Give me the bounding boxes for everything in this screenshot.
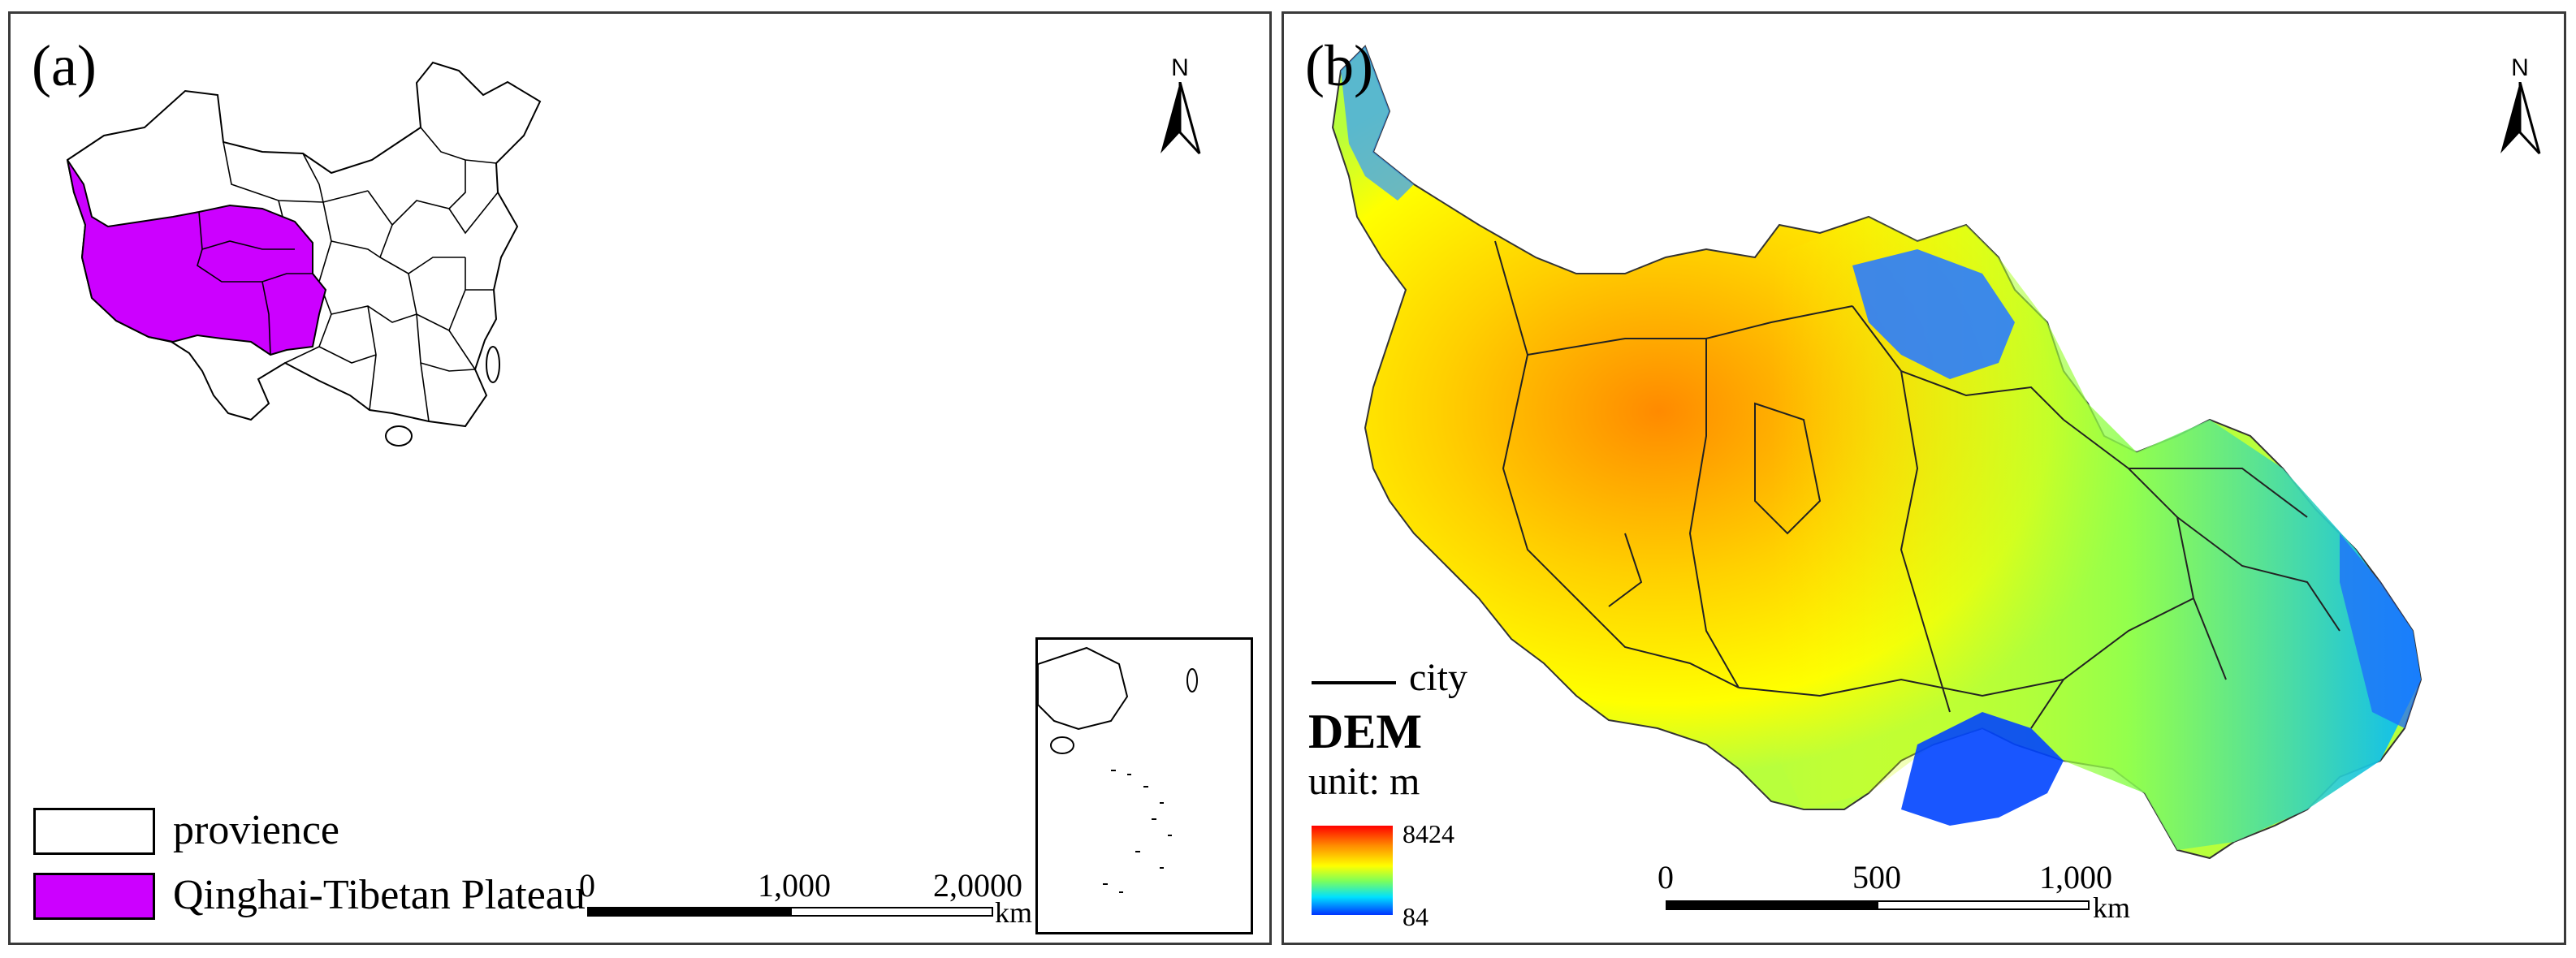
legend-label-province: provience	[173, 807, 340, 853]
inset-map	[1037, 646, 1198, 893]
dem-max-value: 8424	[1403, 819, 1454, 848]
scale-tick-1: 1,000	[758, 867, 831, 904]
legend-label-city: city	[1409, 656, 1467, 699]
china-province-map	[66, 61, 542, 447]
scale-tick-0: 0	[579, 867, 595, 904]
north-arrow-icon	[1160, 82, 1201, 155]
province-boundaries	[223, 127, 499, 422]
scale-tick-0: 0	[1658, 859, 1674, 895]
scale-segment-black	[1666, 900, 1877, 910]
scale-bar-a: 0 1,000 2,0000 km	[579, 866, 1032, 931]
dem-color-ramp	[1312, 826, 1393, 915]
scale-segment-white	[1877, 900, 2090, 910]
hainan-island	[385, 425, 413, 447]
plateau-region	[67, 159, 327, 356]
scale-unit: km	[2093, 891, 2131, 924]
scale-tick-2: 1,000	[2039, 859, 2112, 895]
north-letter: N	[1171, 54, 1189, 81]
south-china-sea-inset	[1035, 637, 1253, 934]
scale-segment-black	[587, 907, 790, 917]
taiwan-island	[486, 346, 500, 383]
scale-bar-b: 0 500 1,000 km	[1658, 858, 2130, 924]
panel-label-b: (b)	[1305, 33, 1373, 98]
plateau-internal-boundaries	[197, 211, 313, 356]
legend-label-plateau: Qinghai-Tibetan Plateau	[173, 872, 586, 918]
north-letter: N	[2511, 54, 2529, 81]
panel-label-a: (a)	[32, 33, 97, 98]
map-panel-a: (a) N provience Q	[8, 11, 1272, 945]
city-line-symbol	[1312, 681, 1396, 684]
dem-min-value: 84	[1403, 902, 1428, 931]
scale-tick-1: 500	[1852, 859, 1901, 895]
north-arrow-icon	[2500, 82, 2541, 155]
north-arrow-a: N	[1156, 54, 1204, 160]
southeast-lowland	[1901, 712, 2064, 826]
north-arrow-b: N	[2496, 54, 2544, 160]
dem-legend-title: DEM	[1308, 705, 1422, 758]
scale-segment-white	[790, 907, 993, 917]
qaidam-basin	[1852, 249, 2015, 379]
city-boundaries	[1494, 240, 2340, 729]
legend-swatch-province	[33, 808, 155, 855]
dem-map	[1331, 45, 2423, 860]
legend-swatch-plateau	[33, 873, 155, 920]
scale-unit: km	[995, 896, 1033, 929]
dem-legend-unit: unit: m	[1308, 760, 1420, 803]
scale-tick-2: 2,0000	[933, 867, 1022, 904]
map-panel-b: (b) N city DEM unit: m 8424 84 0 500 1,0…	[1282, 11, 2566, 945]
